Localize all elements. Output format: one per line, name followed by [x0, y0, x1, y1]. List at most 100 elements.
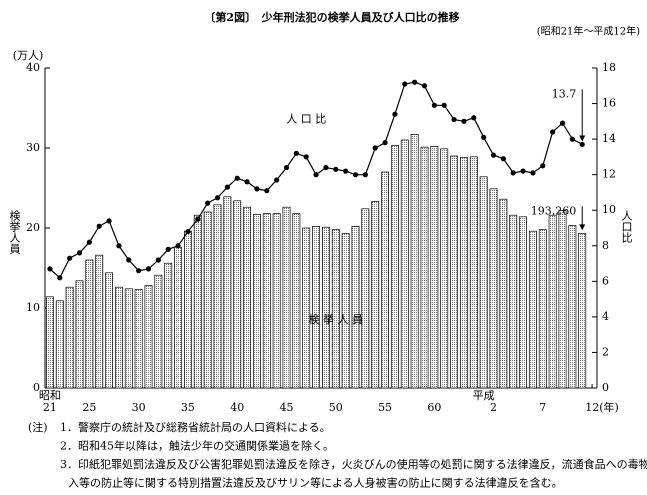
bar: [400, 139, 409, 389]
bar: [499, 198, 508, 389]
era-label: 昭和: [39, 389, 61, 402]
line-point: [323, 164, 329, 171]
line-point: [540, 163, 546, 169]
line-point: [372, 145, 378, 151]
bar: [252, 214, 261, 389]
line-point: [412, 79, 418, 85]
x-tick-label: 25: [82, 401, 96, 414]
line-point: [471, 115, 477, 121]
chart-subtitle: (昭和21年～平成12年): [537, 25, 640, 38]
line-point: [343, 168, 349, 174]
y-tick-label: 10: [26, 301, 40, 314]
bar: [489, 188, 498, 389]
bar: [519, 216, 528, 389]
bar: [390, 145, 399, 389]
bar: [341, 233, 350, 389]
line-point: [461, 118, 467, 124]
y2-axis-label: 人口比: [620, 210, 633, 243]
y2-tick-label: 16: [602, 97, 616, 110]
y2-tick-label: 4: [602, 310, 609, 323]
y2-tick-label: 8: [602, 239, 609, 252]
line-point: [530, 170, 536, 176]
line-point: [175, 243, 181, 249]
bar: [381, 171, 390, 389]
annotation: 13.7: [552, 87, 577, 100]
line-point: [155, 257, 161, 263]
bar: [282, 206, 291, 389]
bar: [272, 213, 281, 389]
bar: [183, 230, 192, 389]
bar: [538, 229, 547, 389]
bar: [410, 134, 419, 389]
bar: [193, 214, 202, 389]
y2-tick-label: 14: [602, 132, 616, 145]
bar: [509, 214, 518, 389]
line-point: [86, 239, 92, 245]
line-point: [47, 266, 53, 272]
line-point: [559, 120, 566, 126]
line-point: [254, 186, 260, 192]
x-tick-label: 60: [427, 401, 441, 414]
bar: [371, 201, 380, 389]
annotation: 193,260: [531, 204, 577, 217]
line-point: [145, 266, 152, 272]
line-point: [293, 150, 299, 156]
line-point: [579, 141, 585, 148]
x-tick-label: 35: [181, 401, 195, 414]
bar: [154, 274, 163, 389]
line-point: [106, 218, 112, 224]
line-point: [244, 179, 250, 185]
y-tick-label: 30: [26, 141, 40, 154]
line-point: [421, 83, 428, 89]
line-point: [510, 170, 516, 176]
bar: [124, 288, 133, 389]
y-tick-label: 40: [26, 61, 40, 74]
x-tick-label: 30: [132, 401, 146, 414]
line-point: [126, 257, 132, 263]
line-point: [283, 164, 290, 171]
annotation-arrowhead: [579, 224, 586, 231]
line-point: [224, 184, 230, 190]
y2-tick-label: 12: [602, 168, 616, 181]
line-point: [451, 116, 457, 123]
line-point: [303, 154, 309, 160]
bar: [420, 146, 429, 389]
y2-tick-label: 2: [602, 345, 609, 358]
bar: [223, 196, 232, 389]
line-point: [264, 188, 270, 194]
bar: [351, 226, 360, 389]
bar: [331, 229, 340, 389]
y-axis-label: 検挙人員: [8, 209, 21, 255]
line-point: [402, 81, 408, 87]
bar: [459, 157, 468, 389]
x-tick-label: 2: [490, 401, 497, 414]
bar: [450, 155, 459, 389]
line-point: [550, 129, 556, 135]
bar: [164, 262, 173, 389]
x-tick-label: 55: [378, 401, 392, 414]
series-label: 検 挙 人 員: [309, 312, 364, 326]
bar: [262, 213, 271, 389]
bar: [528, 230, 537, 389]
bar: [95, 254, 104, 389]
bar: [134, 289, 143, 389]
note: 3．印紙犯罪処罰法違反及び公害犯罪処罰法違反を除き，火炎びんの使用等の処罰に関す…: [60, 457, 647, 471]
line-point: [96, 223, 102, 229]
line-point: [195, 216, 201, 222]
line-point: [214, 195, 221, 201]
bar: [440, 148, 449, 389]
line-point: [500, 156, 506, 162]
bar: [85, 259, 94, 389]
line-point: [274, 177, 280, 183]
bar: [578, 233, 587, 389]
bar: [144, 285, 153, 389]
y2-tick-label: 18: [602, 61, 616, 74]
x-tick-label: 21: [43, 401, 57, 414]
bar: [233, 200, 242, 389]
bar: [312, 226, 321, 389]
y-tick-label: 0: [33, 381, 40, 394]
era-label: 平成: [473, 389, 495, 402]
line-point: [382, 140, 388, 146]
line-point: [569, 136, 575, 142]
x-tick-label: 12(年): [585, 400, 619, 414]
